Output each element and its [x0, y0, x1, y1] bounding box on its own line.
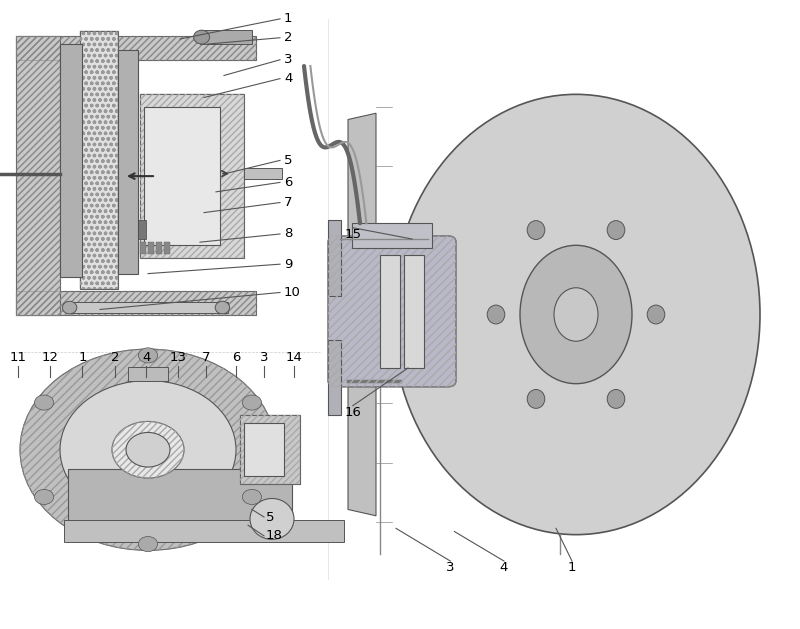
- Text: 3: 3: [260, 350, 268, 364]
- Circle shape: [242, 395, 262, 410]
- Text: 6: 6: [284, 176, 292, 189]
- Bar: [68, 302, 228, 313]
- Text: 11: 11: [9, 350, 26, 364]
- Text: 12: 12: [42, 350, 59, 364]
- Bar: [16, 36, 256, 60]
- Ellipse shape: [62, 301, 77, 314]
- Text: 7: 7: [284, 196, 293, 209]
- Bar: [118, 50, 138, 274]
- Text: 18: 18: [266, 530, 282, 542]
- Text: 4: 4: [142, 350, 150, 364]
- Text: 2: 2: [284, 31, 293, 44]
- Bar: [240, 415, 300, 484]
- Bar: [244, 168, 282, 179]
- Bar: [200, 30, 252, 44]
- FancyBboxPatch shape: [328, 236, 456, 387]
- Text: 1: 1: [284, 13, 293, 25]
- Bar: [16, 36, 256, 60]
- Bar: [16, 36, 60, 314]
- Ellipse shape: [126, 433, 170, 467]
- Bar: [156, 242, 162, 254]
- Text: 2: 2: [111, 350, 119, 364]
- Text: 10: 10: [284, 286, 301, 299]
- Bar: [80, 31, 118, 289]
- Ellipse shape: [194, 30, 210, 44]
- Bar: [144, 107, 220, 245]
- Text: 6: 6: [232, 350, 240, 364]
- Ellipse shape: [60, 381, 236, 519]
- Text: 8: 8: [284, 228, 292, 240]
- Text: 15: 15: [344, 228, 362, 241]
- Bar: [328, 220, 341, 296]
- Ellipse shape: [487, 305, 505, 324]
- Bar: [140, 94, 244, 258]
- Bar: [140, 242, 146, 254]
- Text: 1: 1: [568, 561, 576, 574]
- Text: 7: 7: [202, 350, 210, 364]
- Bar: [140, 94, 244, 258]
- Circle shape: [34, 395, 54, 410]
- Bar: [380, 255, 400, 368]
- Bar: [16, 291, 256, 314]
- Bar: [148, 242, 154, 254]
- Ellipse shape: [392, 94, 760, 535]
- Text: 4: 4: [284, 72, 292, 85]
- Circle shape: [34, 489, 54, 504]
- Polygon shape: [348, 113, 376, 516]
- Text: 3: 3: [284, 53, 293, 66]
- Ellipse shape: [527, 389, 545, 408]
- Ellipse shape: [215, 301, 230, 314]
- Text: 9: 9: [284, 258, 292, 270]
- Ellipse shape: [250, 498, 294, 540]
- Bar: [60, 44, 82, 277]
- Bar: [16, 291, 256, 314]
- Text: 14: 14: [285, 350, 302, 364]
- Bar: [240, 415, 300, 484]
- Bar: [328, 340, 341, 415]
- Ellipse shape: [607, 389, 625, 408]
- Ellipse shape: [647, 305, 665, 324]
- Circle shape: [138, 348, 158, 363]
- Circle shape: [242, 489, 262, 504]
- Text: 5: 5: [284, 154, 293, 167]
- Circle shape: [138, 537, 158, 552]
- Bar: [352, 223, 432, 248]
- Bar: [404, 255, 424, 368]
- Bar: [64, 520, 344, 542]
- Text: 5: 5: [266, 511, 274, 523]
- Ellipse shape: [554, 287, 598, 341]
- Text: 1: 1: [78, 350, 86, 364]
- Bar: [138, 220, 146, 239]
- Text: 3: 3: [446, 561, 454, 574]
- Ellipse shape: [607, 221, 625, 240]
- Text: 4: 4: [500, 561, 508, 574]
- Ellipse shape: [20, 349, 276, 550]
- Bar: [164, 242, 170, 254]
- Ellipse shape: [527, 221, 545, 240]
- Bar: [80, 31, 118, 289]
- Text: 16: 16: [344, 406, 362, 419]
- Bar: [128, 367, 168, 381]
- Bar: [244, 423, 284, 476]
- Ellipse shape: [112, 421, 184, 478]
- Ellipse shape: [520, 245, 632, 384]
- Text: 13: 13: [169, 350, 186, 364]
- Bar: [16, 36, 60, 314]
- Bar: [68, 469, 292, 532]
